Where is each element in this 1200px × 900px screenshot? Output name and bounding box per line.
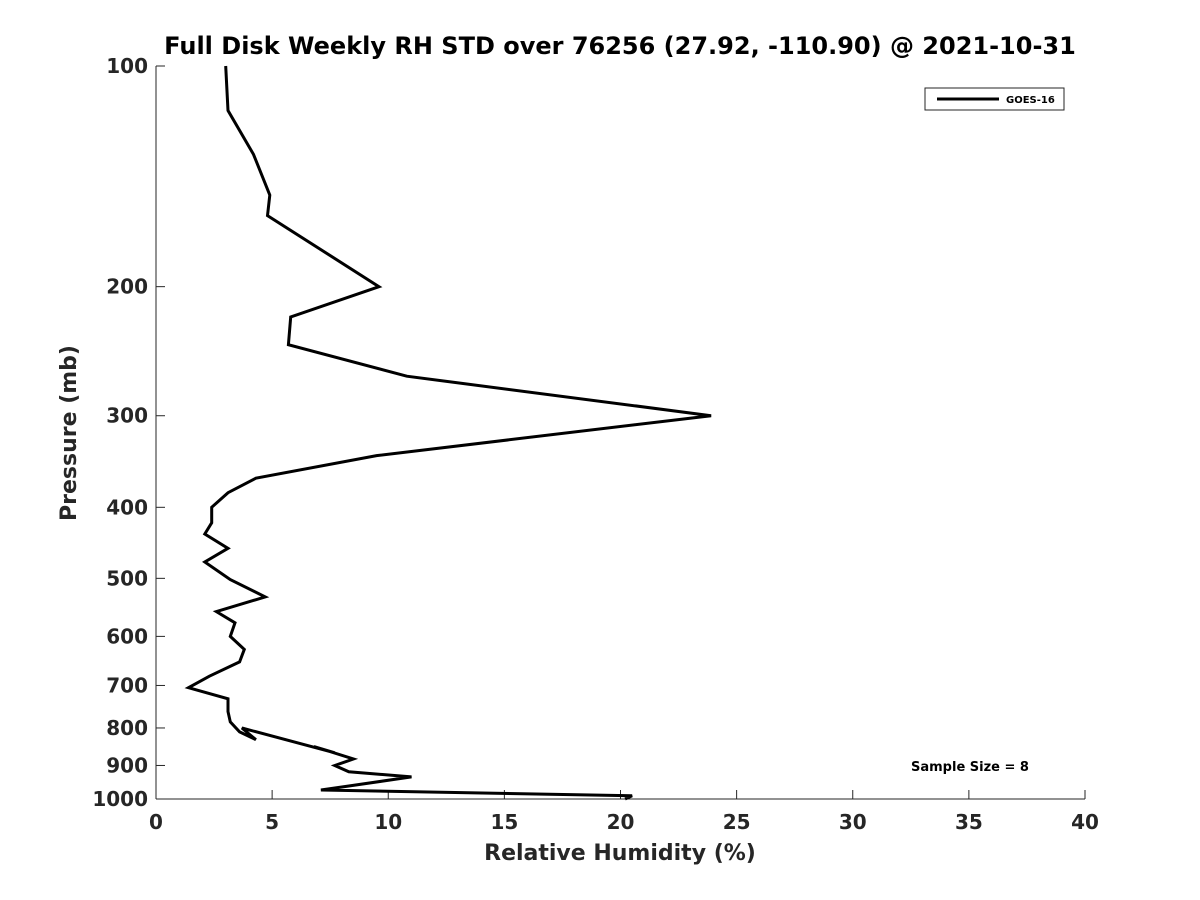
y-tick-label: 900 bbox=[106, 753, 148, 777]
legend: GOES-16 bbox=[924, 87, 1065, 111]
y-tick-label: 700 bbox=[106, 673, 148, 697]
x-tick-label: 40 bbox=[1071, 810, 1099, 834]
series-layer bbox=[184, 65, 712, 801]
x-tick-label: 35 bbox=[955, 810, 983, 834]
x-tick-label: 25 bbox=[723, 810, 751, 834]
y-tick-label: 400 bbox=[106, 495, 148, 519]
y-tick-label: 200 bbox=[106, 275, 148, 299]
sample-size-annotation: Sample Size = 8 bbox=[911, 760, 1029, 775]
x-axis-ticks: 0 5 10 15 20 25 30 35 40 bbox=[149, 790, 1099, 834]
chart-title: Full Disk Weekly RH STD over 76256 (27.9… bbox=[164, 32, 1076, 60]
x-tick-label: 0 bbox=[149, 810, 163, 834]
plot-area bbox=[155, 66, 1085, 800]
y-tick-label: 1000 bbox=[92, 787, 148, 811]
series-line-goes-16 bbox=[184, 65, 712, 801]
y-tick-label: 100 bbox=[106, 54, 148, 78]
y-tick-label: 800 bbox=[106, 716, 148, 740]
y-tick-label: 300 bbox=[106, 404, 148, 428]
x-tick-label: 10 bbox=[374, 810, 402, 834]
x-tick-label: 5 bbox=[265, 810, 279, 834]
legend-label: GOES-16 bbox=[1006, 95, 1055, 106]
y-tick-label: 500 bbox=[106, 566, 148, 590]
x-tick-label: 30 bbox=[839, 810, 867, 834]
y-axis-label: Pressure (mb) bbox=[57, 345, 82, 521]
y-axis-ticks: 100 200 300 400 500 600 700 800 900 1000 bbox=[92, 54, 165, 811]
y-tick-label: 600 bbox=[106, 624, 148, 648]
x-tick-label: 15 bbox=[490, 810, 518, 834]
x-axis-label: Relative Humidity (%) bbox=[484, 841, 756, 866]
x-tick-label: 20 bbox=[607, 810, 635, 834]
